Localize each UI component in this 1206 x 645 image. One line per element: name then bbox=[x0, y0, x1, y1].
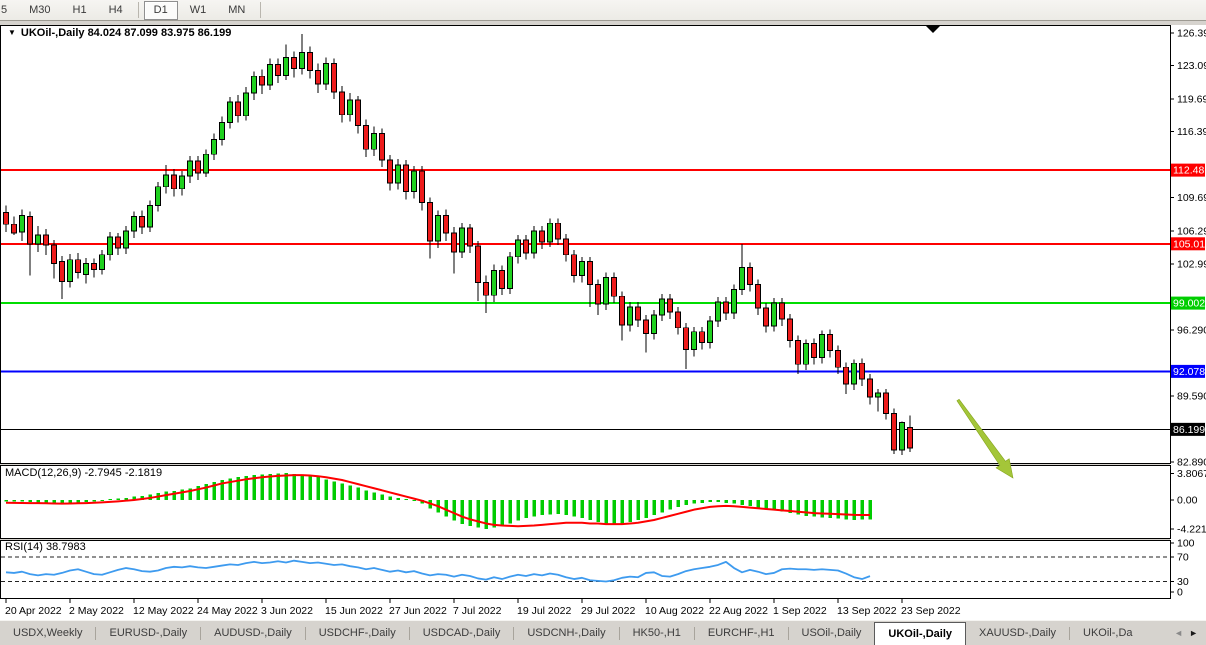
price-tick-123.090: 123.090 bbox=[1177, 60, 1206, 72]
macd-panel[interactable] bbox=[0, 465, 1171, 539]
price-level-label-112.486: 112.486 bbox=[1173, 165, 1206, 177]
rsi-indicator-label: RSI(14) 38.7983 bbox=[5, 541, 86, 553]
date-label: 20 Apr 2022 bbox=[5, 605, 62, 617]
tab-ukoil-daily[interactable]: UKOil-,Daily bbox=[874, 622, 966, 645]
tab-usdx-weekly[interactable]: USDX,Weekly bbox=[13, 627, 83, 639]
tab-separator bbox=[513, 626, 515, 640]
rsi-tick-100: 100 bbox=[1177, 538, 1195, 550]
timeframe-button-h1[interactable]: H1 bbox=[72, 3, 87, 16]
price-level-label-box bbox=[1171, 364, 1205, 378]
price-tick-102.990: 102.990 bbox=[1177, 258, 1206, 270]
chart-symbol-period: UKOil-,Daily bbox=[20, 27, 85, 39]
chart-title: ▼ UKOil-,Daily 84.024 87.099 83.975 86.19… bbox=[8, 27, 231, 39]
tab-ukoil-da[interactable]: UKOil-,Da bbox=[1083, 627, 1133, 639]
timeframe-toolbar: 5 M30 H1 H4 D1 W1 MN bbox=[0, 0, 1206, 21]
timeframe-button-mn[interactable]: MN bbox=[228, 3, 246, 16]
chart-shift-marker-icon bbox=[926, 26, 940, 33]
price-level-label-86.199: 86.199 bbox=[1173, 424, 1205, 436]
price-tick-96.290: 96.290 bbox=[1177, 324, 1206, 336]
tab-usoil-daily[interactable]: USOil-,Daily bbox=[801, 627, 862, 639]
price-level-label-box bbox=[1171, 237, 1205, 251]
tab-audusd-daily[interactable]: AUDUSD-,Daily bbox=[214, 627, 292, 639]
date-label: 1 Sep 2022 bbox=[773, 605, 827, 617]
price-tick-116.390: 116.390 bbox=[1177, 126, 1206, 138]
rsi-panel[interactable] bbox=[0, 540, 1171, 599]
toolbar-separator bbox=[260, 2, 262, 18]
date-label: 3 Jun 2022 bbox=[261, 605, 313, 617]
tab-usdchf-daily[interactable]: USDCHF-,Daily bbox=[318, 627, 396, 639]
price-axis-area bbox=[1170, 25, 1206, 598]
price-tick-119.690: 119.690 bbox=[1177, 94, 1206, 106]
tab-eurchf-h1[interactable]: EURCHF-,H1 bbox=[707, 627, 775, 639]
date-label: 23 Sep 2022 bbox=[901, 605, 961, 617]
price-tick-106.290: 106.290 bbox=[1177, 226, 1206, 238]
tab-scroll-right-icon[interactable]: ► bbox=[1189, 628, 1198, 638]
timeframe-button-w1[interactable]: W1 bbox=[189, 3, 207, 16]
date-label: 2 May 2022 bbox=[69, 605, 124, 617]
rsi-tick-70: 70 bbox=[1177, 552, 1189, 564]
date-label: 15 Jun 2022 bbox=[325, 605, 383, 617]
price-tick-89.590: 89.590 bbox=[1177, 390, 1206, 402]
date-label: 7 Jul 2022 bbox=[453, 605, 502, 617]
tab-usdcad-daily[interactable]: USDCAD-,Daily bbox=[422, 627, 501, 639]
date-label: 29 Jul 2022 bbox=[581, 605, 635, 617]
date-label: 27 Jun 2022 bbox=[389, 605, 447, 617]
tab-separator bbox=[1069, 626, 1071, 640]
price-tick-126.390: 126.390 bbox=[1177, 28, 1206, 40]
macd-tick-0.00: 0.00 bbox=[1177, 495, 1198, 507]
price-level-label-92.078: 92.078 bbox=[1173, 366, 1205, 378]
tab-separator bbox=[95, 626, 97, 640]
toolbar-separator bbox=[137, 2, 139, 18]
tab-xauusd-daily[interactable]: XAUUSD-,Daily bbox=[979, 627, 1057, 639]
date-label: 13 Sep 2022 bbox=[837, 605, 897, 617]
date-label: 22 Aug 2022 bbox=[709, 605, 768, 617]
date-label: 12 May 2022 bbox=[133, 605, 194, 617]
tab-separator bbox=[304, 626, 306, 640]
symbol-tab-bar: USDX,Weekly EURUSD-,Daily AUDUSD-,Daily USD… bbox=[0, 620, 1206, 645]
tab-scroll-left-icon[interactable]: ◄ bbox=[1174, 628, 1184, 638]
timeframe-button-d1[interactable]: D1 bbox=[143, 0, 178, 20]
rsi-line bbox=[5, 559, 871, 583]
chart-dropdown-icon[interactable]: ▼ bbox=[8, 28, 16, 37]
macd-tick-3.8067: 3.8067 bbox=[1177, 468, 1206, 480]
price-level-label-105.015: 105.015 bbox=[1173, 238, 1206, 250]
tab-usdcnh-daily[interactable]: USDCNH-,Daily bbox=[527, 627, 606, 639]
tab-separator bbox=[200, 626, 202, 640]
candlestick-series bbox=[3, 33, 913, 455]
macd-indicator-label: MACD(12,26,9) -2.7945 -2.1819 bbox=[5, 467, 163, 479]
chart-canvas[interactable]: 126.390 123.090 119.690 116.390 109.690 106.2… bbox=[0, 22, 1206, 620]
tab-hk50-h1[interactable]: HK50-,H1 bbox=[632, 627, 681, 639]
price-level-label-box bbox=[1171, 163, 1205, 177]
price-tick-82.890: 82.890 bbox=[1177, 456, 1206, 468]
date-label: 10 Aug 2022 bbox=[645, 605, 704, 617]
timeframe-button-h4[interactable]: H4 bbox=[108, 3, 123, 16]
macd-signal-line bbox=[5, 474, 871, 528]
timeframe-button-m30[interactable]: M30 bbox=[29, 3, 51, 16]
date-label: 19 Jul 2022 bbox=[517, 605, 571, 617]
price-level-label-box bbox=[1171, 296, 1205, 310]
tab-separator bbox=[693, 626, 695, 640]
timeframe-button-5[interactable]: 5 bbox=[1, 3, 8, 16]
tab-separator bbox=[618, 626, 620, 640]
rsi-tick-0: 0 bbox=[1177, 587, 1183, 599]
macd-tick--4.221: -4.221 bbox=[1177, 524, 1206, 536]
date-axis-area bbox=[0, 598, 1206, 620]
chart-ohlc-values: 84.024 87.099 83.975 86.199 bbox=[87, 27, 232, 39]
rsi-tick-30: 30 bbox=[1177, 576, 1189, 588]
price-level-label-box bbox=[1171, 422, 1205, 436]
tab-separator bbox=[408, 626, 410, 640]
price-level-label-99.002: 99.002 bbox=[1173, 298, 1205, 310]
price-tick-109.690: 109.690 bbox=[1177, 192, 1206, 204]
annotation-arrow-icon[interactable] bbox=[956, 398, 1014, 479]
date-label: 24 May 2022 bbox=[197, 605, 258, 617]
tab-separator bbox=[787, 626, 789, 640]
tab-eurusd-daily[interactable]: EURUSD-,Daily bbox=[109, 627, 188, 639]
